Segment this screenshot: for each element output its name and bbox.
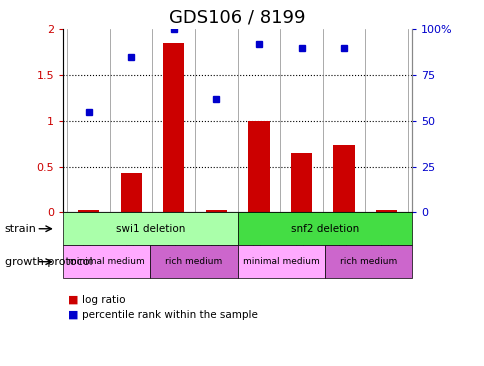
Text: strain: strain (5, 224, 37, 234)
Text: rich medium: rich medium (165, 257, 222, 266)
Text: minimal medium: minimal medium (68, 257, 145, 266)
Text: swi1 deletion: swi1 deletion (115, 224, 185, 234)
Bar (78, 210, 99, 212)
Text: growth protocol: growth protocol (5, 257, 92, 267)
Text: log ratio: log ratio (82, 295, 126, 305)
Text: ■: ■ (68, 310, 78, 320)
Bar (375, 210, 396, 212)
Bar (290, 153, 312, 212)
Text: rich medium: rich medium (339, 257, 396, 266)
Title: GDS106 / 8199: GDS106 / 8199 (169, 8, 305, 26)
Text: ■: ■ (68, 295, 78, 305)
Bar (248, 121, 269, 212)
Bar (333, 146, 354, 212)
Text: snf2 deletion: snf2 deletion (290, 224, 358, 234)
Bar (205, 210, 227, 212)
Bar (163, 43, 184, 212)
Text: minimal medium: minimal medium (242, 257, 319, 266)
Text: percentile rank within the sample: percentile rank within the sample (82, 310, 258, 320)
Bar (121, 173, 141, 212)
